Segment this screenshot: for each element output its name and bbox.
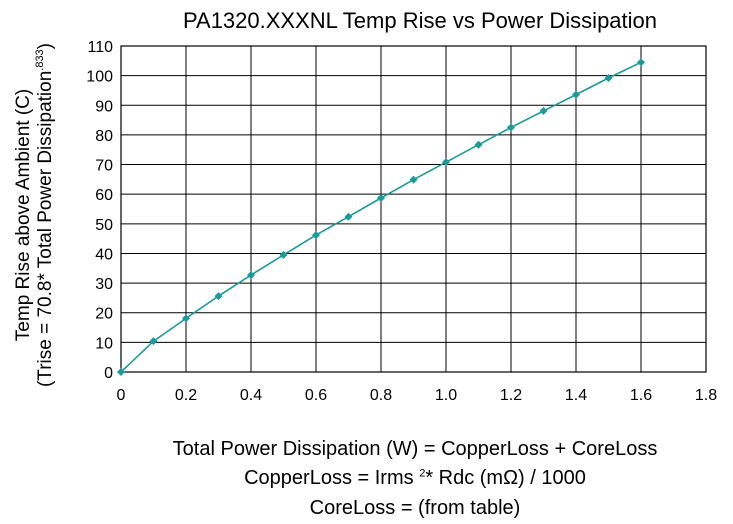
- plot-frame: [120, 45, 707, 373]
- y-tick-label: 100: [86, 69, 113, 86]
- data-point-marker: [507, 123, 515, 132]
- y-tick-labels: 0 10 20 30 40 50 60 70 80 90 100 110: [86, 39, 113, 382]
- data-point-marker: [474, 140, 483, 149]
- formula-copper-loss-b: * Rdc (mΩ) / 1000: [425, 467, 586, 489]
- x-tick-label: 0.4: [240, 387, 262, 404]
- data-point-marker: [377, 194, 385, 203]
- y-axis-label-line2: (Trise = 70.8* Total Power Dissipation.8…: [34, 43, 56, 387]
- x-tick-label: 0.8: [370, 387, 392, 404]
- grid: [120, 45, 707, 373]
- formula-total-power: Total Power Dissipation (W) = CopperLoss…: [172, 438, 658, 460]
- data-point-marker: [117, 368, 125, 376]
- y-tick-label: 50: [95, 217, 113, 234]
- data-point-marker: [637, 58, 645, 67]
- x-tick-label: 1.8: [695, 387, 717, 404]
- y-tick-label: 0: [104, 365, 113, 382]
- y-tick-label: 110: [87, 39, 113, 56]
- data-point-marker: [539, 106, 548, 115]
- x-tick-labels: 0 0.2 0.4 0.6 0.8 1.0 1.2 1.4 1.6 1.8: [117, 387, 718, 404]
- data-point-marker: [182, 314, 190, 323]
- data-point-marker: [149, 337, 158, 346]
- x-tick-label: 0.2: [175, 387, 197, 404]
- data-point-marker: [247, 271, 255, 280]
- x-tick-label: 0: [117, 387, 126, 404]
- x-tick-label: 1.6: [630, 387, 652, 404]
- chart-plot: 0 0.2 0.4 0.6 0.8 1.0 1.2 1.4 1.6 1.8 0 10 20 30 40 50…: [13, 39, 718, 404]
- data-point-marker: [572, 90, 580, 99]
- y-axis-label-line1: Temp Rise above Ambient (C): [13, 89, 34, 341]
- data-point-marker: [344, 212, 353, 221]
- formula-copper-loss: CopperLoss = Irms 2* Rdc (mΩ) / 1000: [120, 467, 710, 490]
- formula-copper-loss-a: CopperLoss = Irms: [244, 467, 420, 489]
- data-point-marker: [409, 175, 418, 184]
- x-tick-label: 1.0: [435, 387, 457, 404]
- x-tick-label: 1.4: [565, 387, 587, 404]
- y-tick-label: 80: [95, 128, 113, 145]
- formula-copper-loss-sup: 2: [419, 467, 426, 480]
- data-point-marker: [604, 74, 613, 83]
- x-tick-label: 0.6: [305, 387, 327, 404]
- series-markers: [117, 58, 645, 376]
- data-point-marker: [279, 250, 288, 259]
- y-tick-label: 10: [95, 335, 113, 352]
- y-tick-label: 40: [95, 246, 113, 263]
- formula-core-loss: CoreLoss = (from table): [309, 497, 521, 519]
- y-tick-label: 20: [95, 306, 113, 323]
- y-tick-label: 90: [95, 98, 113, 115]
- x-tick-label: 1.2: [500, 387, 522, 404]
- data-point-marker: [214, 292, 223, 301]
- y-tick-label: 60: [95, 187, 113, 204]
- y-tick-label: 30: [95, 276, 113, 293]
- chart-title: PA1320.XXXNL Temp Rise vs Power Dissipat…: [182, 8, 658, 33]
- data-point-marker: [312, 231, 320, 240]
- data-point-marker: [442, 158, 450, 167]
- y-axis-label: Temp Rise above Ambient (C) (Trise = 70.…: [13, 43, 56, 387]
- y-tick-label: 70: [95, 158, 113, 175]
